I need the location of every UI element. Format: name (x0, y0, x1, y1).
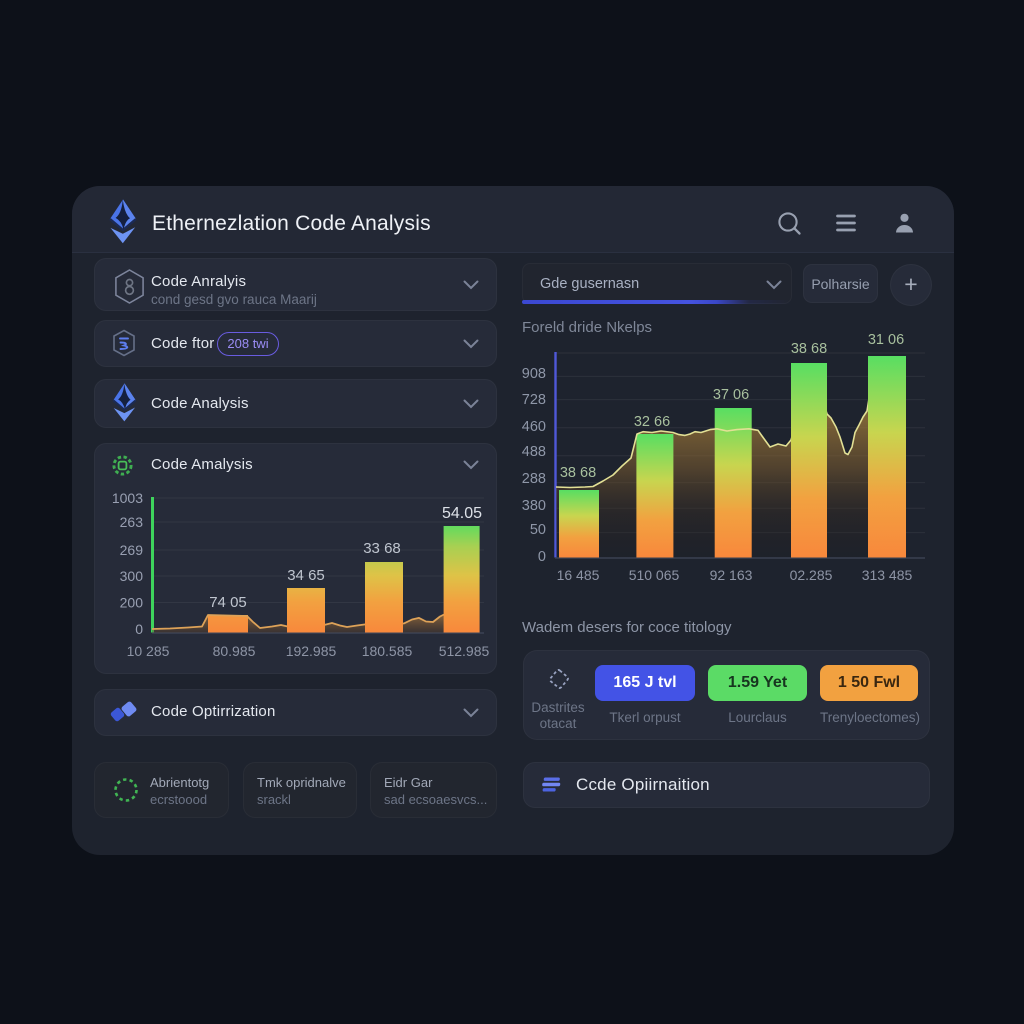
svg-text:263: 263 (120, 514, 144, 530)
svg-text:728: 728 (522, 392, 546, 408)
svg-text:269: 269 (120, 542, 144, 558)
svg-text:32 66: 32 66 (634, 414, 670, 430)
svg-text:0: 0 (538, 549, 546, 565)
svg-text:300: 300 (120, 568, 144, 584)
svg-text:80.985: 80.985 (213, 643, 256, 659)
svg-text:37 06: 37 06 (713, 387, 749, 403)
svg-text:1003: 1003 (112, 490, 143, 506)
svg-text:380: 380 (522, 498, 546, 514)
svg-text:0: 0 (135, 621, 143, 637)
svg-text:180.585: 180.585 (362, 643, 413, 659)
svg-text:92 163: 92 163 (710, 567, 753, 583)
svg-text:38 68: 38 68 (560, 465, 596, 481)
svg-text:200: 200 (120, 595, 144, 611)
svg-text:313 485: 313 485 (862, 567, 913, 583)
svg-text:38 68: 38 68 (791, 341, 827, 357)
svg-text:512.985: 512.985 (439, 643, 490, 659)
svg-text:34 65: 34 65 (287, 567, 325, 584)
svg-text:50: 50 (530, 522, 546, 538)
svg-text:488: 488 (522, 444, 546, 460)
svg-text:510 065: 510 065 (629, 567, 680, 583)
svg-text:288: 288 (522, 471, 546, 487)
svg-text:16 485: 16 485 (557, 567, 600, 583)
svg-text:10 285: 10 285 (127, 643, 170, 659)
svg-text:02.285: 02.285 (790, 567, 833, 583)
svg-text:192.985: 192.985 (286, 643, 337, 659)
svg-text:74 05: 74 05 (209, 594, 247, 611)
svg-text:33 68: 33 68 (363, 540, 401, 557)
svg-text:31 06: 31 06 (868, 332, 904, 348)
svg-text:460: 460 (522, 419, 546, 435)
svg-text:54.05: 54.05 (442, 505, 482, 522)
svg-text:908: 908 (522, 366, 546, 382)
